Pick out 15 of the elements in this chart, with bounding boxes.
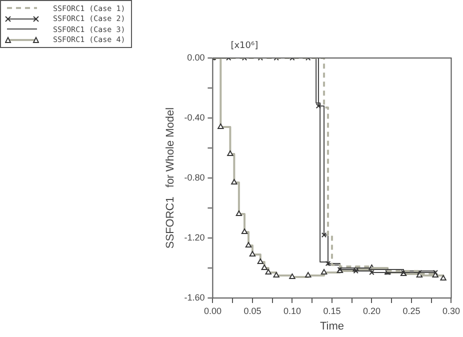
x-tick-label: 0.25 [402, 306, 420, 316]
text: [x10⁶] [230, 40, 258, 51]
x-axis-title: Time [320, 320, 344, 332]
y-tick-label: 0.00 [187, 52, 205, 62]
x-tick-label: 0.30 [442, 306, 460, 316]
y-axis-title: SSFORC1 for Whole Model [164, 107, 177, 249]
x-tick-label: 0.05 [244, 306, 262, 316]
y-tick-label: -0.80 [184, 172, 205, 182]
x-tick-label: 0.15 [323, 306, 341, 316]
y-tick-label: -1.20 [184, 232, 205, 242]
y-tick-label: -0.40 [184, 112, 205, 122]
y-tick-label: -1.60 [184, 292, 205, 302]
x-tick-label: 0.20 [362, 306, 380, 316]
x-tick-label: 0.10 [283, 306, 301, 316]
x-tick-label: 0.00 [204, 306, 222, 316]
